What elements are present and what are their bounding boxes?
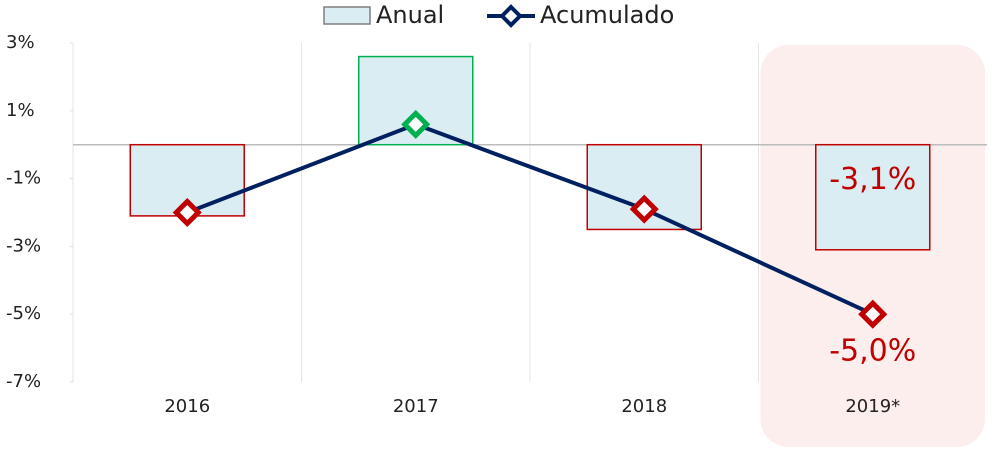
y-tick-label: 3%	[6, 32, 35, 53]
line	[186, 122, 874, 317]
x-tick-label: 2017	[393, 396, 439, 417]
legend-label: Anual	[376, 1, 444, 29]
legend-swatch	[323, 6, 371, 25]
legend-label: Acumulado	[540, 1, 674, 29]
line-marker	[858, 299, 888, 329]
y-tick-label: 1%	[6, 100, 35, 121]
bar	[815, 143, 931, 251]
y-tick-label: -7%	[6, 371, 41, 392]
x-tick-label: 2018	[621, 396, 667, 417]
y-tick-label: -1%	[6, 168, 41, 189]
x-tick-label: 2019*	[845, 396, 900, 417]
line-value-label: -5,0%	[829, 334, 916, 369]
legend-marker	[499, 4, 523, 28]
line-marker	[172, 197, 202, 228]
line-marker	[401, 109, 431, 139]
line-marker	[629, 194, 659, 224]
x-tick-label: 2016	[164, 396, 210, 417]
bar-value-label: -3,1%	[829, 162, 916, 197]
y-tick-label: -3%	[6, 235, 41, 256]
y-tick-label: -5%	[6, 303, 41, 324]
